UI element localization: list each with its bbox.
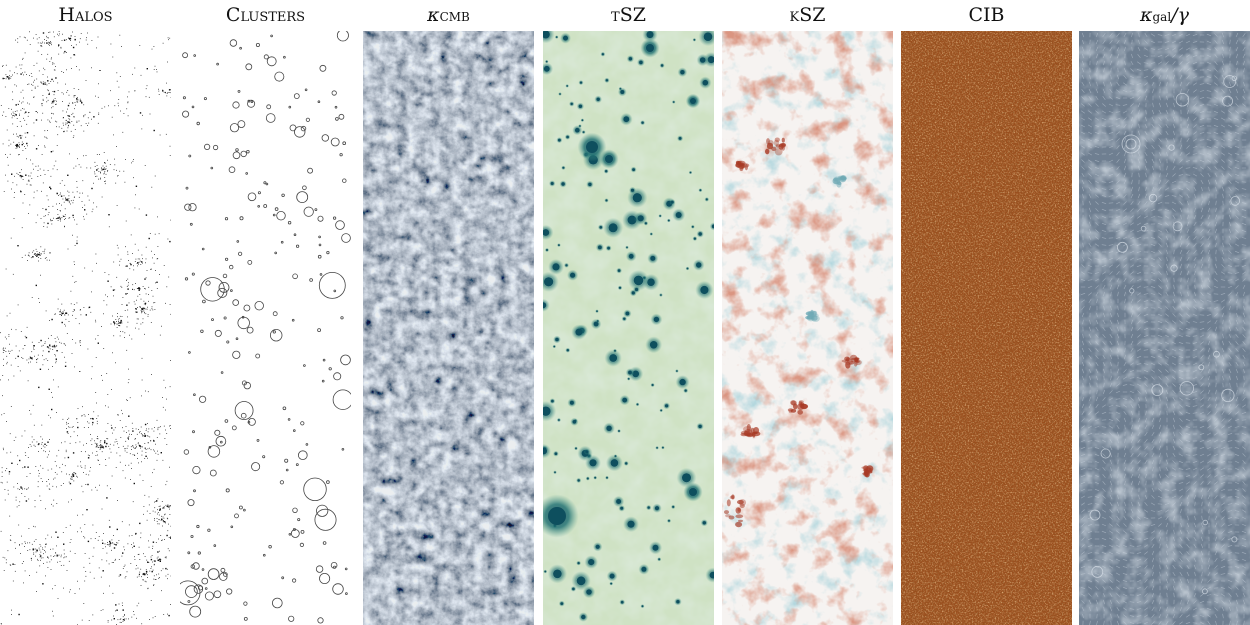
tsz-map bbox=[543, 31, 714, 625]
kappa-cmb-map bbox=[363, 31, 534, 625]
clusters-circle-map bbox=[180, 31, 351, 624]
kappa-cmb-subscript: CMB bbox=[439, 10, 470, 24]
halos-map bbox=[0, 31, 171, 625]
ksz-title: kSZ bbox=[789, 4, 826, 26]
kappa-cmb-title: κCMB bbox=[363, 2, 534, 28]
halos-panel: Halos bbox=[0, 0, 171, 625]
kappa-symbol: κ bbox=[427, 4, 440, 26]
ksz-map bbox=[722, 31, 893, 625]
halos-point-cloud bbox=[0, 31, 171, 625]
cib-texture bbox=[901, 31, 1072, 625]
ksz-panel: kSZ bbox=[722, 0, 893, 625]
tsz-texture bbox=[543, 31, 714, 625]
cib-title: CIB bbox=[968, 4, 1005, 26]
cib-map bbox=[901, 31, 1072, 625]
clusters-map bbox=[180, 31, 351, 625]
kappa-symbol: κ bbox=[1140, 4, 1153, 26]
gamma-suffix: /γ bbox=[1171, 4, 1189, 26]
halos-title: Halos bbox=[58, 4, 113, 26]
clusters-panel: Clusters bbox=[180, 0, 351, 625]
cib-panel: CIB bbox=[901, 0, 1072, 625]
ksz-texture bbox=[722, 31, 893, 625]
tsz-panel: tSZ bbox=[543, 0, 714, 625]
kappa-gal-panel: κgal/γ bbox=[1079, 0, 1250, 625]
clusters-title: Clusters bbox=[225, 4, 306, 26]
kappa-cmb-texture bbox=[363, 31, 534, 625]
kappa-gal-subscript: gal bbox=[1152, 10, 1172, 24]
kappa-gal-shear-map bbox=[1079, 31, 1250, 625]
tsz-title: tSZ bbox=[611, 4, 646, 26]
kappa-gal-title: κgal/γ bbox=[1079, 2, 1250, 28]
kappa-gal-map bbox=[1079, 31, 1250, 625]
kappa-cmb-panel: κCMB bbox=[363, 0, 534, 625]
